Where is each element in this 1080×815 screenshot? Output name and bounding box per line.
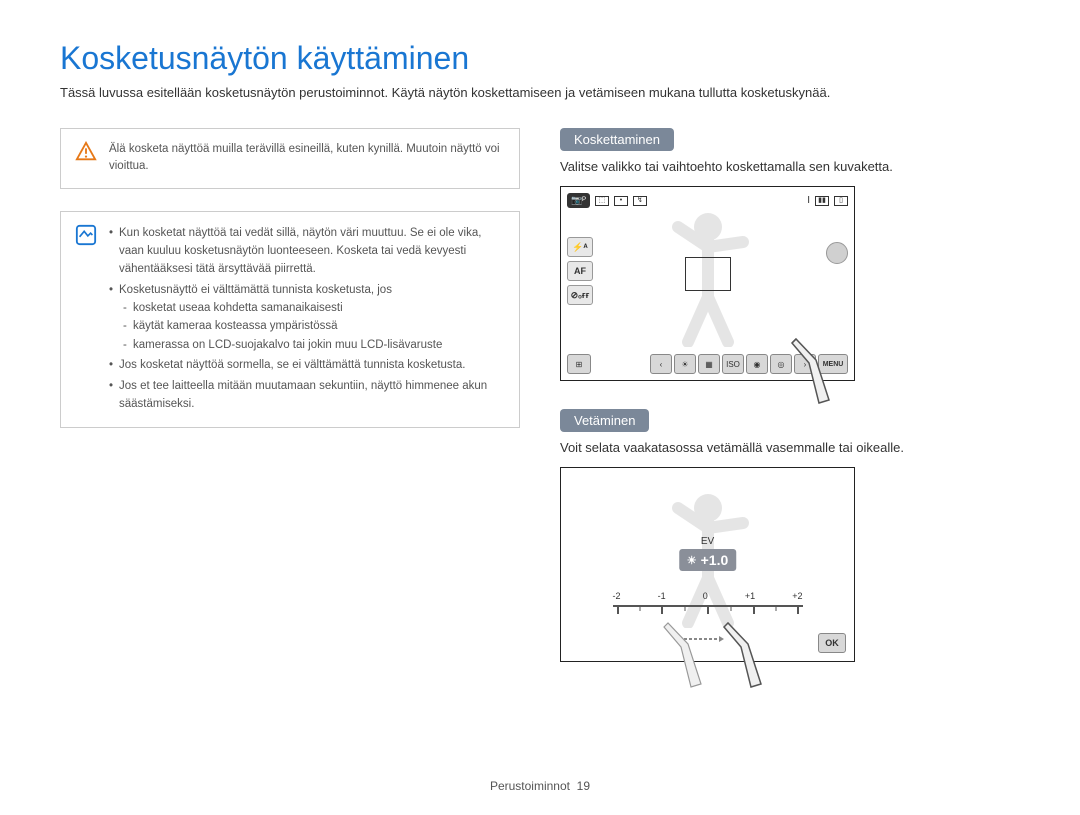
drag-illustration: EV ☀ +1.0 -2 -1 0 +1 +2	[560, 467, 855, 662]
note-item: Kosketusnäyttö ei välttämättä tunnista k…	[109, 281, 505, 355]
scale-label: -1	[658, 591, 666, 601]
camera-mode-icon: 📷ᴾ	[567, 193, 590, 208]
scale-label: -2	[613, 591, 621, 601]
scale-label: +2	[792, 591, 802, 601]
flash-button: ⚡ᴬ	[567, 237, 593, 257]
warning-icon	[75, 141, 97, 163]
stylus-icon	[716, 619, 766, 689]
note-box: Kun kosketat näyttöä tai vedät sillä, nä…	[60, 211, 520, 429]
screen-top-bar: 📷ᴾ ⬚ • ↯ I ▮▮ ▯	[567, 193, 848, 208]
aspect-icon: ⬚	[595, 196, 609, 206]
section1-pill: Koskettaminen	[560, 128, 674, 151]
iso-button: ISO	[722, 354, 744, 374]
note-icon	[75, 224, 97, 246]
timer-button: ⊘ₒғғ	[567, 285, 593, 305]
screen-side-buttons: ⚡ᴬ AF ⊘ₒғғ	[567, 237, 593, 305]
note-list: Kun kosketat näyttöä tai vedät sillä, nä…	[109, 224, 505, 416]
page-footer: Perustoiminnot 19	[0, 779, 1080, 793]
wb-button: ▦	[698, 354, 720, 374]
note-subitem: kosketat useaa kohdetta samanaikaisesti	[123, 299, 505, 317]
section2-desc: Voit selata vaakatasossa vetämällä vasem…	[560, 440, 1020, 455]
footer-section: Perustoiminnot	[490, 779, 570, 793]
ev-button: ☀	[674, 354, 696, 374]
mode-dial-icon	[826, 242, 848, 264]
content-row: Älä kosketa näyttöä muilla terävillä esi…	[60, 128, 1020, 690]
touch-illustration: 📷ᴾ ⬚ • ↯ I ▮▮ ▯ ⚡ᴬ AF ⊘ₒғғ ⊞	[560, 186, 855, 381]
thumbnail-button: ⊞	[567, 354, 591, 374]
section1-desc: Valitse valikko tai vaihtoehto koskettam…	[560, 159, 1020, 174]
footer-page-number: 19	[577, 779, 590, 793]
scale-label: +1	[745, 591, 755, 601]
scale-label: 0	[703, 591, 708, 601]
right-column: Koskettaminen Valitse valikko tai vaihto…	[560, 128, 1020, 690]
quality-icon: ↯	[633, 196, 647, 206]
warning-box: Älä kosketa näyttöä muilla terävillä esi…	[60, 128, 520, 189]
scale-ruler-icon	[613, 604, 803, 616]
note-item: Jos kosketat näyttöä sormella, se ei väl…	[109, 356, 505, 374]
stylus-icon	[656, 619, 706, 689]
ev-scale: -2 -1 0 +1 +2	[613, 591, 803, 621]
ev-value: ☀ +1.0	[679, 549, 737, 571]
page-title: Kosketusnäytön käyttäminen	[60, 40, 1020, 77]
ok-button: OK	[818, 633, 846, 653]
focus-box-icon	[685, 257, 731, 291]
battery-icon: ▮▮	[815, 196, 829, 206]
note-subitem: kamerassa on LCD-suojakalvo tai jokin mu…	[123, 336, 505, 354]
card-icon: ▯	[834, 196, 848, 206]
section2-pill: Vetäminen	[560, 409, 649, 432]
af-button: AF	[567, 261, 593, 281]
left-column: Älä kosketa näyttöä muilla terävillä esi…	[60, 128, 520, 690]
prev-button: ‹	[650, 354, 672, 374]
intro-text: Tässä luvussa esitellään kosketusnäytön …	[60, 85, 1020, 100]
note-subitem: käytät kameraa kosteassa ympäristössä	[123, 317, 505, 335]
size-icon: •	[614, 196, 628, 206]
warning-text: Älä kosketa näyttöä muilla terävillä esi…	[109, 141, 505, 176]
note-item: Kun kosketat näyttöä tai vedät sillä, nä…	[109, 224, 505, 279]
ev-label: EV	[679, 536, 737, 547]
info-icon: I	[807, 195, 810, 206]
note-item: Jos et tee laitteella mitään muutamaan s…	[109, 377, 505, 414]
stylus-icon	[784, 335, 834, 405]
ev-display: EV ☀ +1.0	[679, 536, 737, 571]
metering-button: ◉	[746, 354, 768, 374]
